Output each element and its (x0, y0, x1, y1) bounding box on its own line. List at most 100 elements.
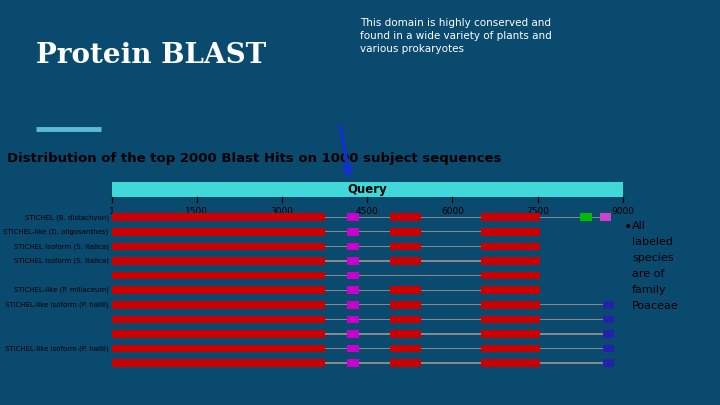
Bar (325, 333, 347, 335)
Bar (390, 257, 421, 265)
Text: Query: Query (347, 183, 387, 196)
Text: 9000: 9000 (611, 207, 634, 216)
Bar (421, 260, 481, 262)
Text: STICHEL-like isoform (P. hallii): STICHEL-like isoform (P. hallii) (5, 301, 109, 308)
Bar (112, 301, 325, 309)
Bar (481, 315, 541, 323)
Text: STICHEL isoform (S. italica): STICHEL isoform (S. italica) (14, 243, 109, 250)
Bar (481, 213, 541, 221)
Bar (541, 348, 603, 349)
Text: 4500: 4500 (356, 207, 379, 216)
Bar (390, 301, 421, 309)
Bar (359, 246, 390, 247)
Bar (325, 319, 347, 320)
Text: STICHEL (B. distachyon): STICHEL (B. distachyon) (24, 214, 109, 221)
Bar (592, 217, 600, 218)
Bar (603, 301, 614, 309)
Bar (421, 246, 481, 247)
Bar (481, 228, 541, 236)
Bar (390, 359, 421, 367)
Bar (541, 304, 603, 305)
Bar (325, 246, 347, 247)
Text: STICHEL-like isoform (P. hallii): STICHEL-like isoform (P. hallii) (5, 345, 109, 352)
Text: 3000: 3000 (271, 207, 294, 216)
Bar (347, 257, 359, 265)
Bar (112, 359, 325, 367)
Bar (421, 231, 481, 232)
Bar (603, 330, 614, 338)
Bar (325, 275, 347, 276)
Text: Distribution of the top 2000 Blast Hits on 1000 subject sequences: Distribution of the top 2000 Blast Hits … (7, 152, 502, 165)
Bar (112, 213, 325, 221)
Text: 6000: 6000 (441, 207, 464, 216)
Bar (390, 286, 421, 294)
Bar (112, 286, 325, 294)
Text: are of: are of (632, 269, 665, 279)
Bar (347, 359, 359, 367)
Bar (541, 217, 580, 218)
Bar (421, 217, 481, 218)
Bar (359, 290, 390, 291)
Text: •: • (624, 220, 631, 234)
Bar (600, 213, 611, 221)
Bar (390, 345, 421, 352)
Bar (347, 330, 359, 338)
Bar (603, 315, 614, 323)
Bar (390, 228, 421, 236)
Text: 1: 1 (109, 207, 114, 216)
Bar (325, 290, 347, 291)
Bar (421, 290, 481, 291)
Text: Poaceae: Poaceae (632, 301, 679, 311)
Bar (347, 228, 359, 236)
Bar (112, 272, 325, 279)
Bar (347, 345, 359, 352)
Bar (421, 304, 481, 305)
Bar (359, 275, 481, 276)
Bar (347, 301, 359, 309)
Bar (481, 301, 541, 309)
Bar (347, 286, 359, 294)
Bar (481, 272, 541, 279)
Bar (112, 330, 325, 338)
Bar (481, 330, 541, 338)
Text: STICHEL-like (P. miliaceum): STICHEL-like (P. miliaceum) (14, 287, 109, 294)
Bar (481, 243, 541, 250)
Bar (112, 228, 325, 236)
Bar (359, 362, 390, 364)
Bar (359, 231, 390, 232)
Text: STICHEL-like (D. oligosanthes): STICHEL-like (D. oligosanthes) (4, 228, 109, 235)
Bar (421, 319, 481, 320)
Bar (359, 348, 390, 349)
Bar (325, 260, 347, 262)
Bar (390, 213, 421, 221)
Bar (541, 333, 603, 335)
Text: family: family (632, 285, 667, 295)
Bar (580, 213, 592, 221)
Bar (359, 333, 390, 335)
Bar (325, 348, 347, 349)
Bar (325, 231, 347, 232)
Bar (347, 315, 359, 323)
Bar (541, 319, 603, 320)
Text: All: All (632, 221, 646, 231)
Bar (603, 359, 614, 367)
Text: Protein BLAST: Protein BLAST (36, 42, 266, 69)
Bar (481, 286, 541, 294)
Bar (325, 217, 347, 218)
Text: This domain is highly conserved and
found in a wide variety of plants and
variou: This domain is highly conserved and foun… (360, 18, 552, 54)
Bar (347, 272, 359, 279)
Bar (481, 359, 541, 367)
Bar (421, 348, 481, 349)
Text: STICHEL isoform (S. italica): STICHEL isoform (S. italica) (14, 258, 109, 264)
Bar (421, 333, 481, 335)
Bar (390, 315, 421, 323)
Bar (481, 345, 541, 352)
Bar (347, 213, 359, 221)
Bar (359, 319, 390, 320)
Bar (359, 217, 390, 218)
Bar (325, 304, 347, 305)
Bar (112, 345, 325, 352)
Text: 7500: 7500 (526, 207, 549, 216)
Bar (421, 362, 481, 364)
Text: 1500: 1500 (185, 207, 208, 216)
